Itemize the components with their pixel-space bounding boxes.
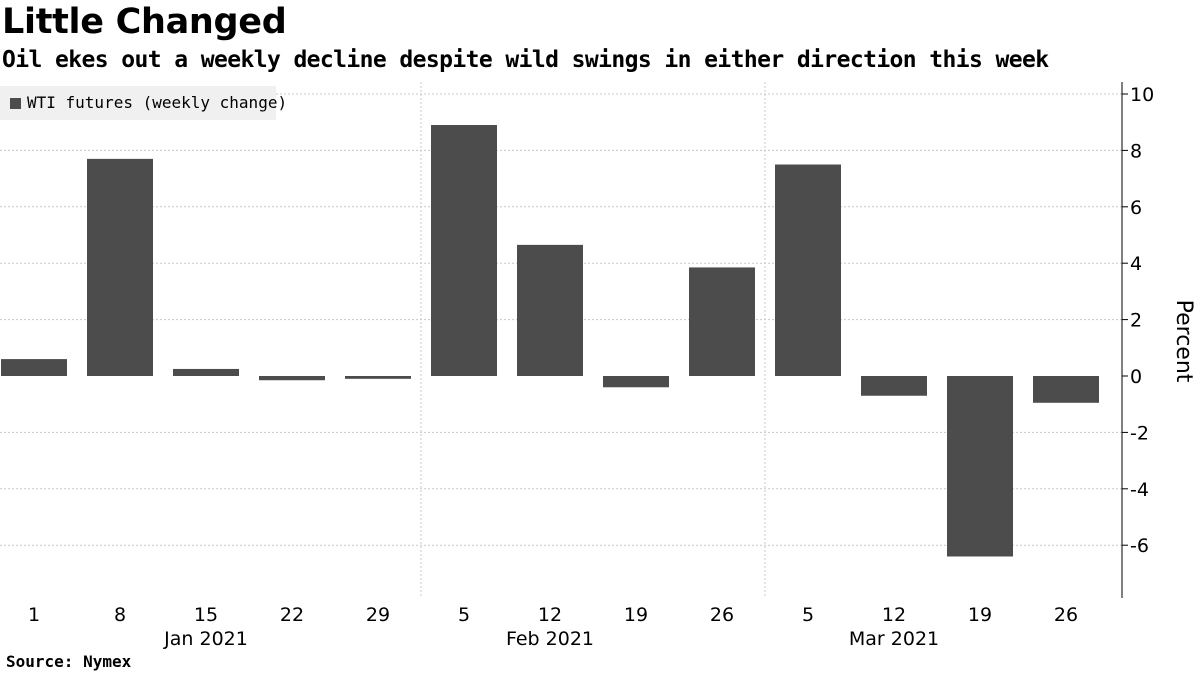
x-tick-label: 26 (710, 604, 734, 626)
source-note: Source: Nymex (6, 652, 132, 671)
y-axis-label: Percent (1171, 300, 1196, 383)
y-tick-label: 4 (1130, 253, 1142, 275)
y-tick-label: 6 (1130, 197, 1142, 219)
x-tick-label: 12 (882, 604, 906, 626)
bar (775, 164, 841, 376)
bar (689, 267, 755, 376)
bar (517, 244, 583, 376)
y-tick-label: -2 (1130, 422, 1149, 444)
y-tick-label: 2 (1130, 310, 1142, 332)
bar (947, 376, 1013, 557)
x-tick-label: 29 (366, 604, 390, 626)
x-tick-label: 8 (114, 604, 126, 626)
tick-labels: 10 8 6 4 2 0 -2 -4 -6 1 8 15 22 29 5 12 19 26 5 12 19 26 Jan 2… (28, 84, 1196, 650)
chart-title: Little Changed (2, 2, 287, 42)
x-tick-label: 19 (968, 604, 992, 626)
x-tick-label: 15 (194, 604, 218, 626)
x-tick-label: 12 (538, 604, 562, 626)
legend: WTI futures (weekly change) (0, 86, 287, 120)
bar (259, 376, 325, 381)
bar (1033, 376, 1099, 403)
x-tick-label: 5 (458, 604, 470, 626)
y-tick-label: 10 (1130, 84, 1154, 106)
x-tick-label: 22 (280, 604, 304, 626)
x-month-label: Mar 2021 (849, 628, 939, 650)
x-tick-label: 26 (1054, 604, 1078, 626)
bars (1, 125, 1099, 557)
bar (345, 376, 411, 379)
chart-subtitle: Oil ekes out a weekly decline despite wi… (2, 47, 1049, 73)
y-tick-label: 0 (1130, 366, 1142, 388)
y-tick-label: -6 (1130, 535, 1149, 557)
axes (1121, 82, 1128, 598)
legend-swatch (10, 98, 21, 109)
bar (1, 359, 67, 376)
x-tick-label: 1 (28, 604, 40, 626)
y-tick-label: 8 (1130, 140, 1142, 162)
legend-label: WTI futures (weekly change) (27, 93, 288, 112)
bar (87, 158, 153, 376)
x-tick-label: 5 (802, 604, 814, 626)
y-tick-label: -4 (1130, 479, 1149, 501)
bar (173, 368, 239, 376)
x-month-label: Jan 2021 (163, 628, 248, 650)
x-tick-label: 19 (624, 604, 648, 626)
bar (431, 125, 497, 377)
bar (861, 376, 927, 396)
bar (603, 376, 669, 388)
x-month-label: Feb 2021 (506, 628, 594, 650)
